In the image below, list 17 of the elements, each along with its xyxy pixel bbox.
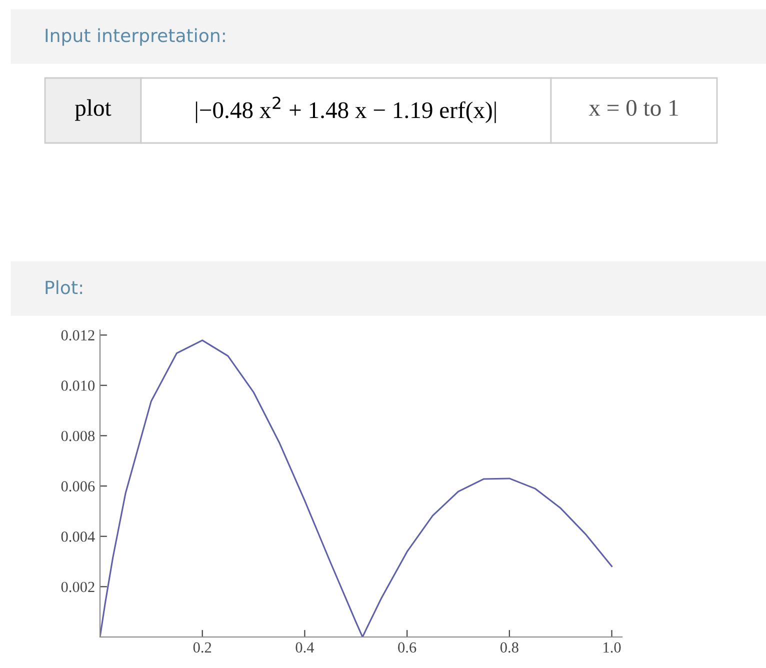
- text: |−0.48 x$^{2}$ + 1.48 x − 1.19 erf(x)|: [196, 96, 496, 124]
- text: x = 0 to 1: [588, 100, 678, 116]
- y-tick-label: 0.004: [61, 531, 95, 542]
- x-tick-label: 0.6: [398, 642, 416, 653]
- x-tick-label: 0.2: [193, 642, 212, 653]
- line-series: [100, 340, 613, 637]
- text: Input interpretation:: [46, 28, 225, 46]
- y-tick-label: 0.012: [61, 330, 94, 341]
- y-tick-label: 0.008: [61, 430, 95, 442]
- chart-title: Plot:: [46, 280, 82, 294]
- y-tick-label: 0.002: [61, 582, 94, 592]
- x-tick-label: 0.8: [500, 642, 518, 653]
- x-tick-label: 1.0: [604, 642, 621, 653]
- y-tick-label: 0.010: [61, 380, 95, 391]
- x-tick-label: 0.4: [296, 642, 314, 653]
- text: plot: [75, 99, 112, 121]
- y-tick-label: 0.006: [61, 481, 95, 492]
